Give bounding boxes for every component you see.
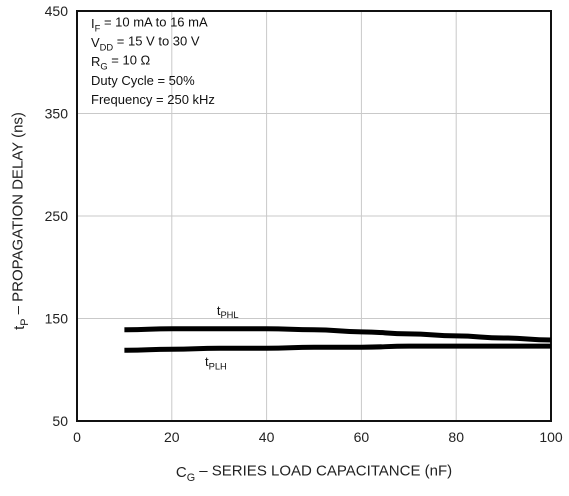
x-tick-label: 100 (539, 429, 563, 445)
plot-frame (76, 10, 552, 422)
tphl-label: tPHL (217, 303, 239, 320)
y-tick-label: 150 (45, 311, 69, 327)
condition-line: IF = 10 mA to 16 mA (91, 15, 208, 34)
tplh-label: tPLH (205, 354, 227, 371)
condition-line: Duty Cycle = 50% (91, 73, 195, 88)
condition-line: RG = 10 Ω (91, 53, 151, 72)
tphl-curve (124, 326, 552, 343)
x-axis-title: CG – SERIES LOAD CAPACITANCE (nF) (176, 463, 452, 484)
x-tick-label: 80 (448, 429, 464, 445)
y-tick-label: 350 (45, 106, 69, 122)
x-tick-label: 60 (354, 429, 370, 445)
x-tick-label: 40 (259, 429, 275, 445)
y-tick-label: 250 (45, 208, 69, 224)
x-tick-label: 0 (73, 429, 81, 445)
tplh-curve (124, 343, 551, 353)
series-curves (124, 326, 552, 353)
axis-titles: CG – SERIES LOAD CAPACITANCE (nF) tP – PR… (10, 112, 453, 484)
y-tick-label: 50 (52, 413, 68, 429)
y-tick-label: 450 (45, 3, 69, 19)
tick-labels: 0 20 40 60 80 100 50 150 250 350 450 (45, 3, 563, 445)
x-tick-label: 20 (164, 429, 180, 445)
series-labels: tPHL tPLH (205, 303, 239, 372)
grid-lines (77, 11, 551, 421)
y-axis-title: tP – PROPAGATION DELAY (ns) (10, 112, 31, 330)
condition-line: Frequency = 250 kHz (91, 92, 215, 107)
condition-line: VDD = 15 V to 30 V (91, 34, 200, 53)
